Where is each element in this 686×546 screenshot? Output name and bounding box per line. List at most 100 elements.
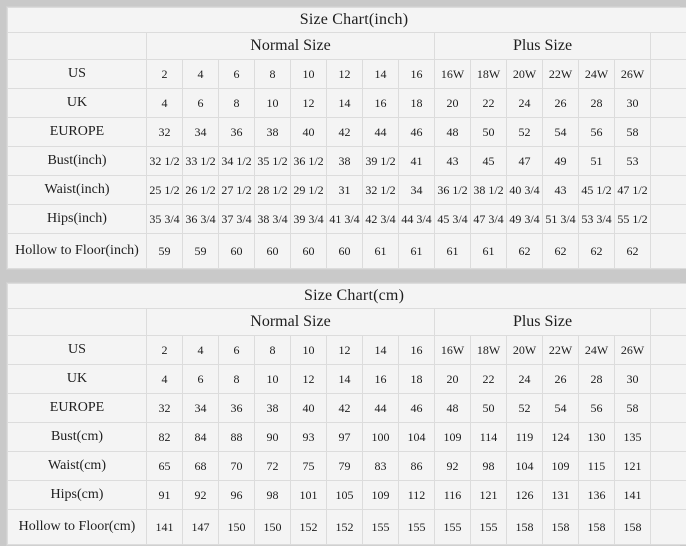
data-cell: 24 [507, 365, 543, 394]
data-cell: 38 [255, 118, 291, 147]
data-cell: 155 [471, 510, 507, 545]
data-cell: 44 [363, 118, 399, 147]
data-cell: 98 [255, 481, 291, 510]
data-cell: 72 [255, 452, 291, 481]
data-cell: 12 [291, 365, 327, 394]
chart-title: Size Chart(cm) [8, 284, 686, 309]
data-cell: 53 3/4 [579, 205, 615, 234]
data-cell: 114 [471, 423, 507, 452]
data-cell: 4 [183, 336, 219, 365]
data-cell: 25 1/2 [147, 176, 183, 205]
data-cell: 59 [183, 234, 219, 269]
data-cell: 49 3/4 [507, 205, 543, 234]
data-cell: 92 [183, 481, 219, 510]
data-cell: 12 [291, 89, 327, 118]
data-cell: 141 [147, 510, 183, 545]
data-cell: 56 [579, 394, 615, 423]
row-spacer-cell [651, 481, 686, 510]
data-cell: 82 [147, 423, 183, 452]
row-spacer-cell [651, 510, 686, 545]
data-cell: 158 [615, 510, 651, 545]
data-cell: 155 [399, 510, 435, 545]
data-cell: 16W [435, 336, 471, 365]
data-cell: 26 1/2 [183, 176, 219, 205]
group-header-blank [8, 309, 147, 336]
data-cell: 97 [327, 423, 363, 452]
data-cell: 54 [543, 394, 579, 423]
row-label: Hollow to Floor(cm) [8, 510, 147, 545]
data-cell: 12 [327, 60, 363, 89]
data-cell: 30 [615, 89, 651, 118]
group-header-blank [8, 33, 147, 60]
data-cell: 121 [471, 481, 507, 510]
data-cell: 158 [543, 510, 579, 545]
data-cell: 56 [579, 118, 615, 147]
data-cell: 112 [399, 481, 435, 510]
data-cell: 62 [615, 234, 651, 269]
data-cell: 26W [615, 336, 651, 365]
data-cell: 16 [363, 365, 399, 394]
row-label: Hips(cm) [8, 481, 147, 510]
data-cell: 61 [399, 234, 435, 269]
data-cell: 33 1/2 [183, 147, 219, 176]
data-cell: 26W [615, 60, 651, 89]
data-cell: 8 [255, 336, 291, 365]
row-spacer-cell [651, 423, 686, 452]
row-spacer-cell [651, 365, 686, 394]
title-row: Size Chart(inch) [8, 8, 686, 33]
data-cell: 62 [507, 234, 543, 269]
data-cell: 8 [219, 365, 255, 394]
row-label: UK [8, 365, 147, 394]
row-label: Bust(cm) [8, 423, 147, 452]
data-cell: 40 [291, 118, 327, 147]
group-header-spacer [651, 33, 686, 60]
row-label: EUROPE [8, 118, 147, 147]
row-spacer-cell [651, 336, 686, 365]
row-spacer-cell [651, 60, 686, 89]
data-cell: 109 [543, 452, 579, 481]
data-cell: 51 3/4 [543, 205, 579, 234]
data-cell: 14 [363, 336, 399, 365]
data-cell: 32 [147, 118, 183, 147]
data-cell: 22 [471, 365, 507, 394]
data-cell: 51 [579, 147, 615, 176]
row-label: EUROPE [8, 394, 147, 423]
data-cell: 8 [255, 60, 291, 89]
row-spacer-cell [651, 205, 686, 234]
data-cell: 52 [507, 394, 543, 423]
data-cell: 18 [399, 89, 435, 118]
row-spacer-cell [651, 147, 686, 176]
data-cell: 124 [543, 423, 579, 452]
data-cell: 20 [435, 89, 471, 118]
data-cell: 24W [579, 336, 615, 365]
data-cell: 34 [183, 394, 219, 423]
chart-title: Size Chart(inch) [8, 8, 686, 33]
data-cell: 4 [147, 89, 183, 118]
data-cell: 47 1/2 [615, 176, 651, 205]
data-cell: 6 [183, 89, 219, 118]
data-cell: 100 [363, 423, 399, 452]
data-cell: 130 [579, 423, 615, 452]
data-cell: 147 [183, 510, 219, 545]
row-label: Bust(inch) [8, 147, 147, 176]
data-cell: 10 [291, 60, 327, 89]
data-cell: 52 [507, 118, 543, 147]
row-label: Hollow to Floor(inch) [8, 234, 147, 269]
data-cell: 16 [399, 336, 435, 365]
data-cell: 58 [615, 394, 651, 423]
data-cell: 98 [471, 452, 507, 481]
row-label: US [8, 336, 147, 365]
data-cell: 26 [543, 89, 579, 118]
data-cell: 109 [363, 481, 399, 510]
